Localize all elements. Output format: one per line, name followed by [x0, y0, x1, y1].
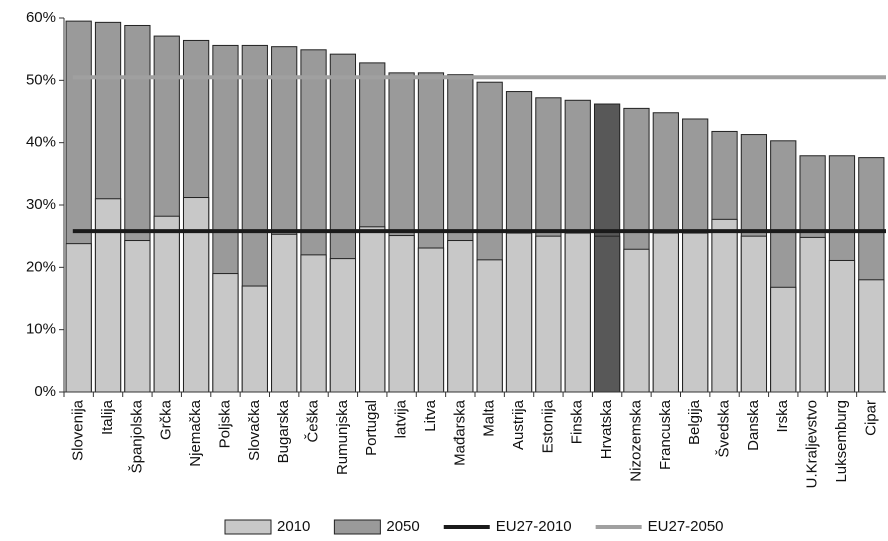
bar [417, 247, 445, 393]
bar [329, 258, 357, 393]
bar [182, 197, 210, 393]
bar [858, 279, 885, 393]
bar [124, 240, 151, 393]
bar [535, 235, 562, 393]
legend-swatch [224, 519, 272, 535]
x-tick-label: Litva [422, 399, 439, 431]
bar [593, 235, 621, 393]
bar [505, 232, 533, 393]
y-tick-label: 60% [26, 9, 56, 26]
x-tick-label: Njemačka [187, 399, 204, 466]
x-tick-label: Nizozemska [627, 399, 644, 481]
x-tick-label: Belgija [686, 399, 703, 445]
legend-swatch [333, 519, 381, 535]
bar [241, 285, 268, 393]
bar [682, 232, 709, 393]
x-tick-label: Danska [745, 399, 762, 451]
bar [212, 273, 239, 393]
x-tick-label: Slovenija [70, 399, 87, 461]
x-tick-label: Luksemburg [833, 400, 850, 483]
bar [564, 232, 591, 393]
bar [711, 218, 738, 393]
x-tick-label: Cipar [862, 400, 879, 436]
legend-label: 2010 [277, 518, 310, 535]
y-tick-label: 20% [26, 258, 56, 275]
bar [300, 254, 327, 393]
legend-label: EU27-2050 [648, 518, 724, 535]
y-tick-label: 10% [26, 321, 56, 338]
y-tick-label: 40% [26, 134, 56, 151]
bar [799, 236, 826, 393]
x-tick-label: Mađarska [451, 399, 468, 466]
y-tick-label: 50% [26, 71, 56, 88]
bar [94, 198, 122, 393]
bar [828, 259, 856, 393]
bar [652, 232, 679, 393]
x-tick-label: Malta [481, 399, 498, 436]
x-tick-label: Grčka [158, 399, 175, 440]
x-tick-label: Hrvatska [598, 399, 615, 459]
x-tick-label: Finska [569, 399, 586, 444]
bar [623, 248, 650, 393]
x-tick-label: Poljska [216, 399, 233, 448]
bar [388, 235, 415, 393]
bar [447, 240, 474, 393]
x-tick-label: Švedska [716, 399, 733, 457]
bar [770, 286, 797, 393]
x-tick-label: Španjolska [128, 399, 145, 473]
x-tick-label: U.Kraljevstvo [804, 400, 821, 488]
bar [740, 235, 768, 393]
x-tick-label: Francuska [657, 399, 674, 470]
bar [153, 215, 180, 393]
x-tick-label: Češka [305, 399, 322, 442]
bar [271, 233, 298, 393]
legend-label: 2050 [386, 518, 419, 535]
x-tick-label: Irska [774, 399, 791, 432]
bar [476, 259, 503, 393]
legend-label: EU27-2010 [496, 518, 572, 535]
x-tick-label: Rumunjska [334, 399, 351, 475]
x-tick-label: Austrija [510, 399, 527, 450]
x-tick-label: Portugal [363, 400, 380, 456]
y-tick-label: 30% [26, 196, 56, 213]
x-tick-label: Italija [99, 399, 116, 435]
bar [359, 226, 386, 393]
x-tick-label: Bugarska [275, 399, 292, 463]
x-tick-label: Estonija [539, 399, 556, 453]
x-tick-label: latvija [393, 399, 410, 438]
bar [65, 243, 92, 393]
x-tick-label: Slovačka [246, 399, 263, 461]
y-tick-label: 0% [34, 383, 56, 400]
